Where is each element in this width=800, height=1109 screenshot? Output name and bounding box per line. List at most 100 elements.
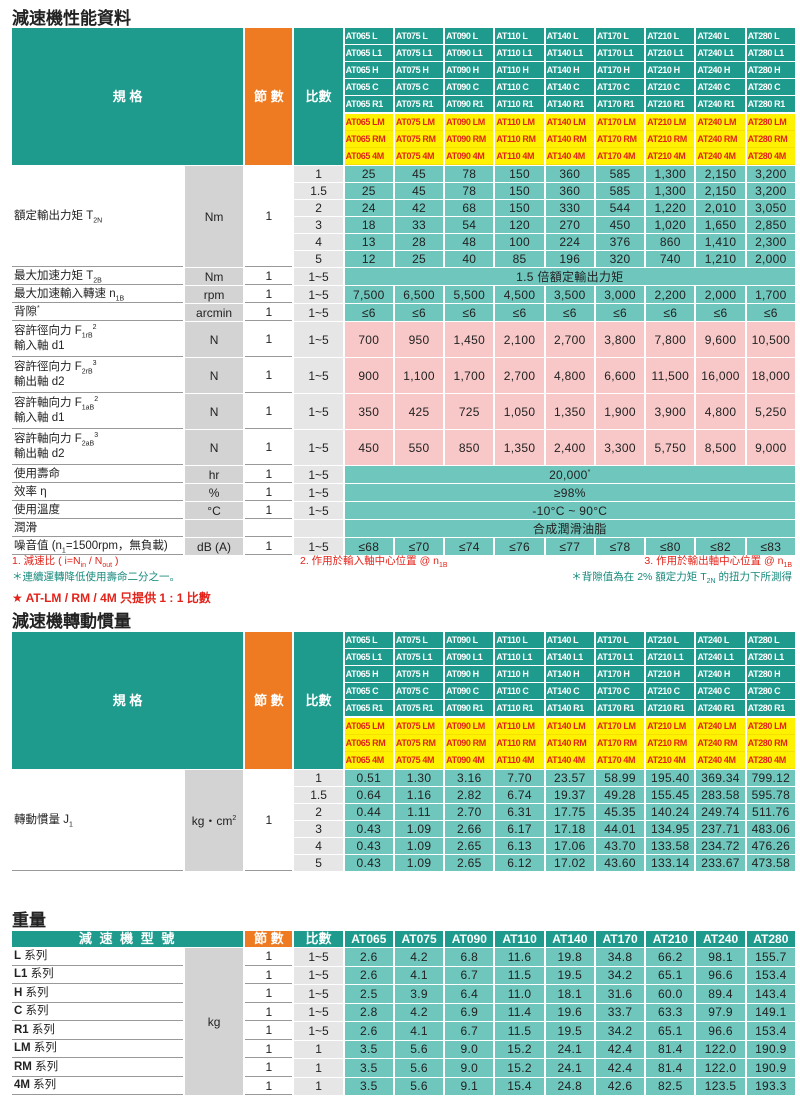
text-part: C — [14, 1005, 23, 1018]
value-cell: 725 — [445, 394, 494, 429]
text-part: 系列 — [29, 1079, 57, 1092]
model-name: AT280 H — [746, 666, 795, 683]
text: -10°C ~ 90°C — [532, 503, 608, 518]
value-cell: 6.8 — [445, 948, 494, 966]
model-name: AT240 LM — [696, 718, 745, 735]
model-name: AT090 L1 — [445, 45, 494, 62]
stage-cell: 1 — [245, 948, 293, 966]
value-cell: 65.1 — [646, 1022, 695, 1040]
model-name: AT170 L — [595, 28, 645, 45]
value-cell: 153.4 — [746, 1022, 795, 1040]
value-cell: ≤6 — [595, 304, 645, 321]
value-cell: 1,050 — [495, 394, 544, 429]
row: RM 系列 1 1 3.5 5.6 9.0 15.2 24.1 42.4 81.4 122.0 190… — [12, 1059, 795, 1077]
model-name: AT280 L1 — [746, 45, 795, 62]
value-cell: 9.0 — [445, 1040, 494, 1058]
text-part: H — [14, 986, 23, 999]
model-name: AT280 H — [746, 62, 795, 79]
value-cell: 3,000 — [595, 286, 645, 303]
text-part: 3 — [94, 432, 99, 440]
text-part: / N — [86, 555, 103, 567]
text-part: 系列 — [28, 1023, 55, 1036]
value-cell: 15.2 — [495, 1040, 544, 1058]
text: ＊連續運轉降低使用壽命二分之一。 — [12, 571, 180, 583]
spec-header: 規 格 — [12, 632, 244, 769]
label-line: 容許軸向力 F1aB2 — [14, 396, 183, 411]
model-name: AT210 RM — [646, 131, 695, 148]
text-part: 容許軸向力 F — [14, 397, 82, 409]
value-cell: 1.11 — [394, 804, 444, 820]
row: 容許軸向力 F1aB2 輸入軸 d1 N 1 1~5 350 425 725 1,050 1,35… — [12, 394, 795, 429]
value-cell: 3,200 — [746, 183, 795, 199]
row: 4 13 28 48 100 224 376 860 1,410 2,300 — [12, 234, 795, 250]
model-header: AT280 L AT280 L1 AT280 H AT280 C AT280 R1 — [746, 28, 795, 113]
stage-cell: 1 — [245, 770, 293, 871]
model-name: AT210 C — [646, 683, 695, 700]
model-name: AT065 H — [344, 62, 393, 79]
value-cell: 42.6 — [595, 1077, 645, 1095]
text-part: 4M — [14, 1079, 30, 1092]
performance-table: 規 格節 數比數 AT065 L AT065 L1 AT065 H AT065 C AT0… — [10, 27, 797, 556]
text-part: 潤滑 — [14, 521, 37, 534]
text-part: 容許徑向力 F — [14, 325, 82, 337]
value-cell: 17.02 — [545, 855, 594, 871]
label-line: 容許徑向力 F2rB3 — [14, 360, 183, 375]
row-label: 容許軸向力 F1aB2 輸入軸 d1 — [12, 394, 183, 429]
stage-cell: 1 — [245, 358, 293, 393]
model-name: AT210 H — [646, 666, 695, 683]
model-name: AT240 H — [696, 62, 745, 79]
value-cell: 1,210 — [696, 251, 745, 267]
model-name: AT170 LM — [595, 114, 645, 131]
model-name: AT140 C — [545, 683, 594, 700]
model-header: AT110 LM AT110 RM AT110 4M — [495, 718, 544, 769]
model-name: AT075 RM — [394, 131, 444, 148]
model-name: AT170 R1 — [595, 96, 645, 113]
row: L 系列 kg 1 1~5 2.6 4.2 6.8 11.6 19.8 34.8 66.2 98.1 1… — [12, 948, 795, 1095]
text: arcmin — [196, 305, 233, 320]
value-cell: 43.60 — [595, 855, 645, 871]
model-header: AT110 L AT110 L1 AT110 H AT110 C AT110 R1 — [495, 632, 544, 717]
model-name: AT075 4M — [394, 148, 444, 165]
value-cell: 17.75 — [545, 804, 594, 820]
value-cell: 123.5 — [696, 1077, 745, 1095]
model-name: AT075 R1 — [394, 96, 444, 113]
model-name: AT140 RM — [545, 735, 594, 752]
unit-cell: N — [184, 322, 244, 357]
value-cell: 4.1 — [394, 1022, 444, 1040]
value-cell: 850 — [445, 430, 494, 465]
model-header: AT140 L AT140 L1 AT140 H AT140 C AT140 R1 — [545, 632, 594, 717]
row-label: L 系列 — [12, 948, 183, 966]
model-header: AT065 LM AT065 RM AT065 4M — [344, 718, 393, 769]
header-row: AT065 LM AT065 RM AT065 4M AT075 LM AT075 RM… — [12, 718, 795, 769]
value-cell: 33 — [394, 217, 444, 233]
value-cell: 45 — [394, 166, 444, 182]
model-name: AT110 H — [495, 666, 544, 683]
value-cell: 234.72 — [696, 838, 745, 854]
stage-cell: 1 — [245, 466, 293, 483]
value-cell: 4,500 — [495, 286, 544, 303]
section-title: 重量 — [12, 911, 46, 930]
value-cell: 24.1 — [545, 1059, 594, 1077]
text-part: 2 — [232, 814, 237, 822]
value-cell: 5,500 — [445, 286, 494, 303]
value-cell: 4,800 — [696, 394, 745, 429]
value-cell: 3.16 — [445, 770, 494, 786]
text-part: 3. 作用於輸出軸中心位置 @ n — [644, 555, 784, 567]
model-name: AT240 R1 — [696, 700, 745, 717]
text-part: 最大加速輸入轉速 n — [14, 287, 116, 300]
ratio-cell: 1~5 — [294, 1022, 343, 1040]
merged-cell: 1.5 倍額定輸出力矩 — [344, 268, 795, 285]
value-cell: 4.2 — [394, 948, 444, 966]
value-cell: 45.35 — [595, 804, 645, 820]
row: C 系列 1 1~5 2.8 4.2 6.9 11.4 19.6 33.7 63.3 97.9 149… — [12, 1003, 795, 1021]
ratio-header: 比數 — [294, 632, 343, 769]
model-header: AT210 L AT210 L1 AT210 H AT210 C AT210 R1 — [646, 28, 695, 113]
text: N — [209, 440, 219, 455]
value-cell: 9.0 — [445, 1059, 494, 1077]
text-part: 最大加速力矩 T — [14, 269, 94, 282]
value-cell: 224 — [545, 234, 594, 250]
value-cell: 4,800 — [545, 358, 594, 393]
row-label: C 系列 — [12, 1004, 183, 1021]
unit-cell: kg・cm2 — [184, 770, 244, 871]
value-cell: 2.5 — [344, 985, 393, 1003]
